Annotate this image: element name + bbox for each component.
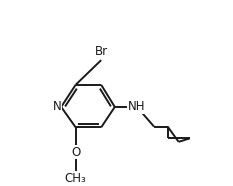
Text: Br: Br xyxy=(95,45,108,58)
Text: O: O xyxy=(71,145,80,158)
Text: CH₃: CH₃ xyxy=(64,172,86,185)
Text: NH: NH xyxy=(128,100,146,113)
Text: N: N xyxy=(52,100,61,113)
